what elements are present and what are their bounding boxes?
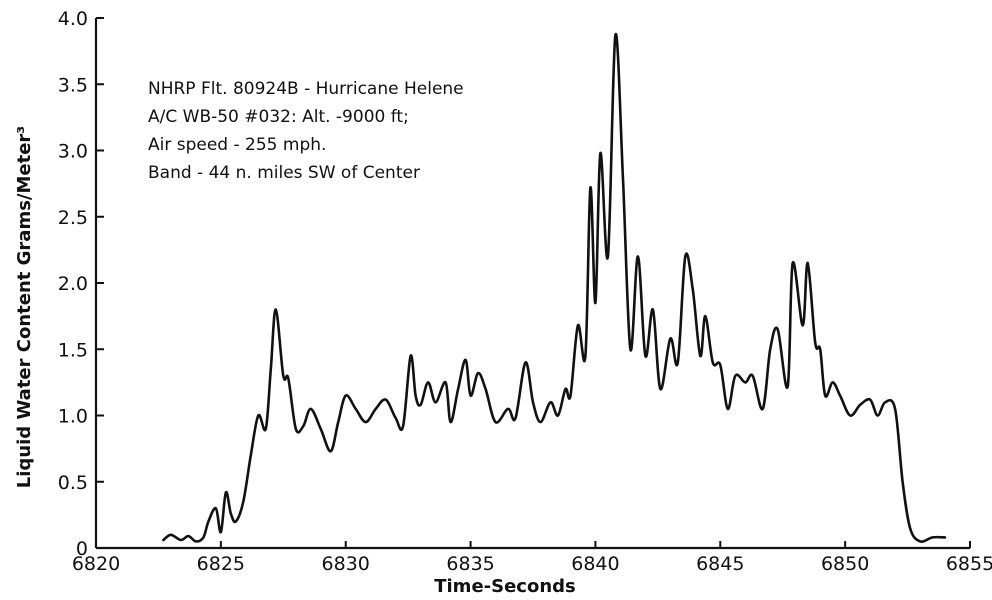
annotation-line-1: NHRP Flt. 80924B - Hurricane Helene (148, 79, 464, 99)
y-tick-label: 2.0 (58, 273, 88, 295)
annotation-line-2: A/C WB-50 #032: Alt. -9000 ft; (148, 107, 409, 127)
x-tick-label: 6835 (446, 553, 494, 575)
y-axis-title: Liquid Water Content Grams/Meter³ (14, 126, 35, 488)
x-tick-label: 6840 (571, 553, 619, 575)
y-tick-label: 3.0 (58, 141, 88, 163)
y-tick-label: 1.0 (58, 406, 88, 428)
x-tick-label: 6820 (72, 553, 120, 575)
annotation-line-3: Air speed - 255 mph. (148, 135, 326, 155)
chart-annotation: NHRP Flt. 80924B - Hurricane Helene A/C … (148, 79, 464, 183)
x-tick-label: 6830 (322, 553, 370, 575)
y-tick-label: 0.5 (58, 472, 88, 494)
annotation-line-4: Band - 44 n. miles SW of Center (148, 163, 420, 183)
lwc-series-line (162, 32, 947, 543)
x-axis-title: Time-Seconds (434, 576, 576, 597)
x-tick-label: 6855 (946, 553, 992, 575)
x-tick-label: 6850 (821, 553, 869, 575)
x-tick-label: 6845 (696, 553, 744, 575)
y-axis-ticks: 0 0.5 1.0 1.5 2.0 2.5 3.0 3.5 4.0 (58, 8, 104, 560)
y-tick-label: 3.5 (58, 74, 88, 96)
y-tick-label: 0 (76, 538, 88, 560)
y-tick-label: 2.5 (58, 207, 88, 229)
y-tick-label: 1.5 (58, 339, 88, 361)
x-axis-ticks: 6820 6825 6830 6835 6840 6845 6850 6855 (72, 541, 992, 575)
x-tick-label: 6825 (197, 553, 245, 575)
y-tick-label: 4.0 (58, 8, 88, 30)
